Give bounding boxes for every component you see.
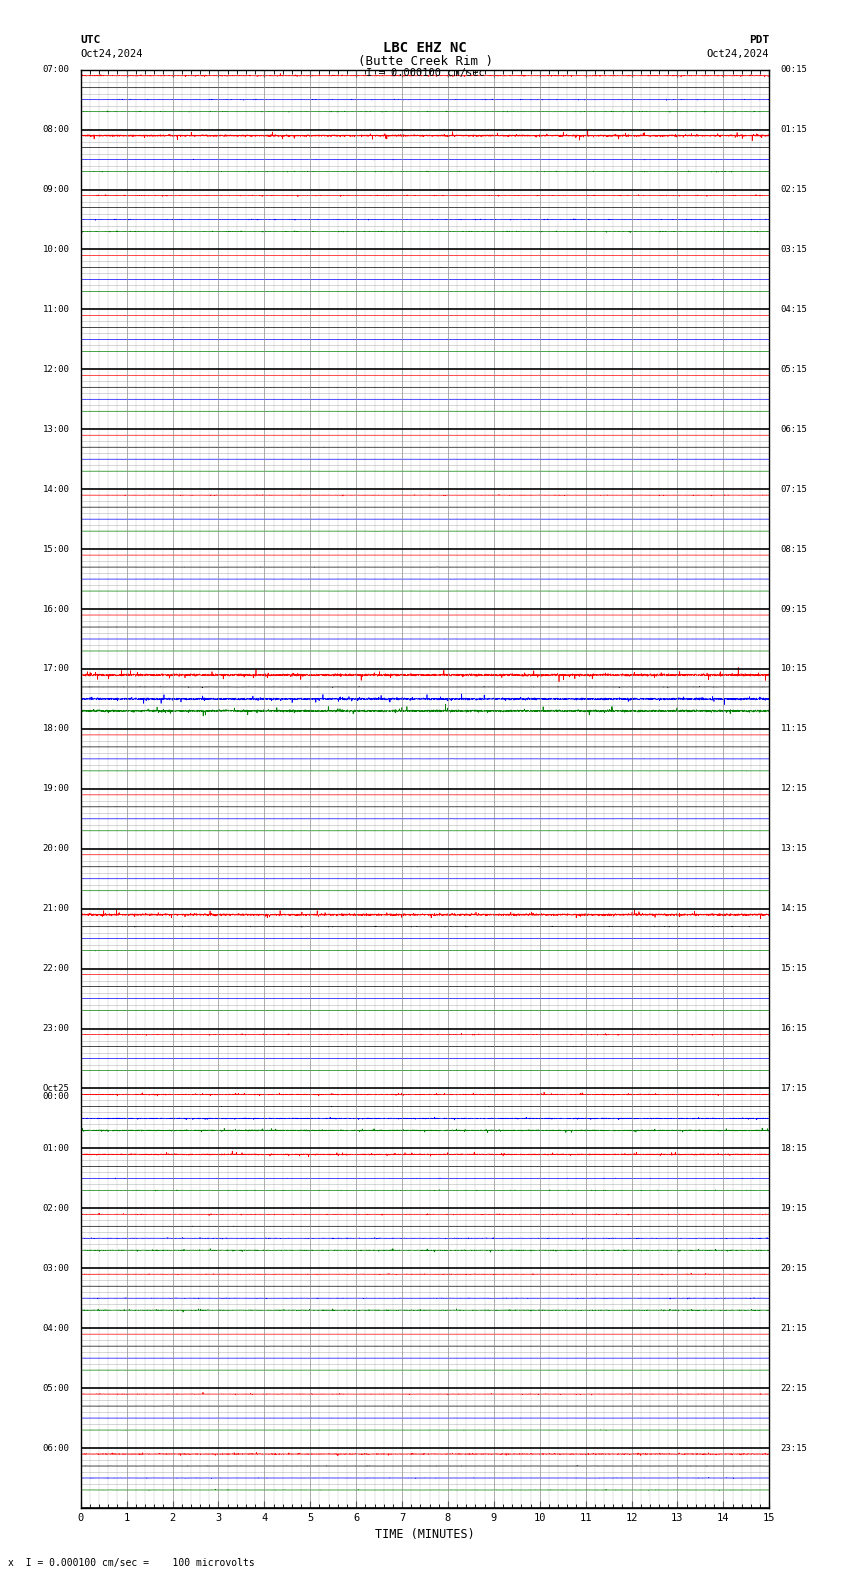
Text: 09:15: 09:15	[780, 605, 808, 613]
Text: 23:00: 23:00	[42, 1023, 70, 1033]
Text: 12:00: 12:00	[42, 364, 70, 374]
Text: 16:15: 16:15	[780, 1023, 808, 1033]
Text: 13:00: 13:00	[42, 425, 70, 434]
Text: 22:00: 22:00	[42, 965, 70, 973]
Text: 07:00: 07:00	[42, 65, 70, 74]
Text: 03:00: 03:00	[42, 1264, 70, 1274]
Text: 18:00: 18:00	[42, 724, 70, 733]
Text: 09:00: 09:00	[42, 185, 70, 195]
Text: 08:00: 08:00	[42, 125, 70, 135]
Text: 17:15: 17:15	[780, 1083, 808, 1093]
Text: PDT: PDT	[749, 35, 769, 44]
Text: (Butte Creek Rim ): (Butte Creek Rim )	[358, 55, 492, 68]
Text: 02:00: 02:00	[42, 1204, 70, 1213]
Text: 12:15: 12:15	[780, 784, 808, 794]
Text: 22:15: 22:15	[780, 1383, 808, 1392]
Text: UTC: UTC	[81, 35, 101, 44]
Text: 06:00: 06:00	[42, 1443, 70, 1453]
Text: Oct25: Oct25	[42, 1083, 70, 1093]
Text: 04:15: 04:15	[780, 304, 808, 314]
X-axis label: TIME (MINUTES): TIME (MINUTES)	[375, 1529, 475, 1541]
Text: 01:15: 01:15	[780, 125, 808, 135]
Text: LBC EHZ NC: LBC EHZ NC	[383, 41, 467, 55]
Text: 15:15: 15:15	[780, 965, 808, 973]
Text: 20:00: 20:00	[42, 844, 70, 854]
Text: 11:00: 11:00	[42, 304, 70, 314]
Text: 02:15: 02:15	[780, 185, 808, 195]
Text: 19:15: 19:15	[780, 1204, 808, 1213]
Text: 06:15: 06:15	[780, 425, 808, 434]
Text: I = 0.000100 cm/sec: I = 0.000100 cm/sec	[366, 68, 484, 78]
Text: 07:15: 07:15	[780, 485, 808, 494]
Text: 11:15: 11:15	[780, 724, 808, 733]
Text: 20:15: 20:15	[780, 1264, 808, 1274]
Text: 17:00: 17:00	[42, 664, 70, 673]
Text: 15:00: 15:00	[42, 545, 70, 554]
Text: 19:00: 19:00	[42, 784, 70, 794]
Text: 00:00: 00:00	[42, 1093, 70, 1101]
Text: 00:15: 00:15	[780, 65, 808, 74]
Text: 16:00: 16:00	[42, 605, 70, 613]
Text: 13:15: 13:15	[780, 844, 808, 854]
Text: 14:00: 14:00	[42, 485, 70, 494]
Text: 10:15: 10:15	[780, 664, 808, 673]
Text: 05:00: 05:00	[42, 1383, 70, 1392]
Text: 10:00: 10:00	[42, 246, 70, 253]
Text: 23:15: 23:15	[780, 1443, 808, 1453]
Text: Oct24,2024: Oct24,2024	[81, 49, 144, 59]
Text: 01:00: 01:00	[42, 1144, 70, 1153]
Text: Oct24,2024: Oct24,2024	[706, 49, 769, 59]
Text: 04:00: 04:00	[42, 1324, 70, 1332]
Text: 21:15: 21:15	[780, 1324, 808, 1332]
Text: 08:15: 08:15	[780, 545, 808, 554]
Text: 14:15: 14:15	[780, 904, 808, 914]
Text: 18:15: 18:15	[780, 1144, 808, 1153]
Text: 21:00: 21:00	[42, 904, 70, 914]
Text: x  I = 0.000100 cm/sec =    100 microvolts: x I = 0.000100 cm/sec = 100 microvolts	[8, 1559, 255, 1568]
Text: 05:15: 05:15	[780, 364, 808, 374]
Text: 03:15: 03:15	[780, 246, 808, 253]
